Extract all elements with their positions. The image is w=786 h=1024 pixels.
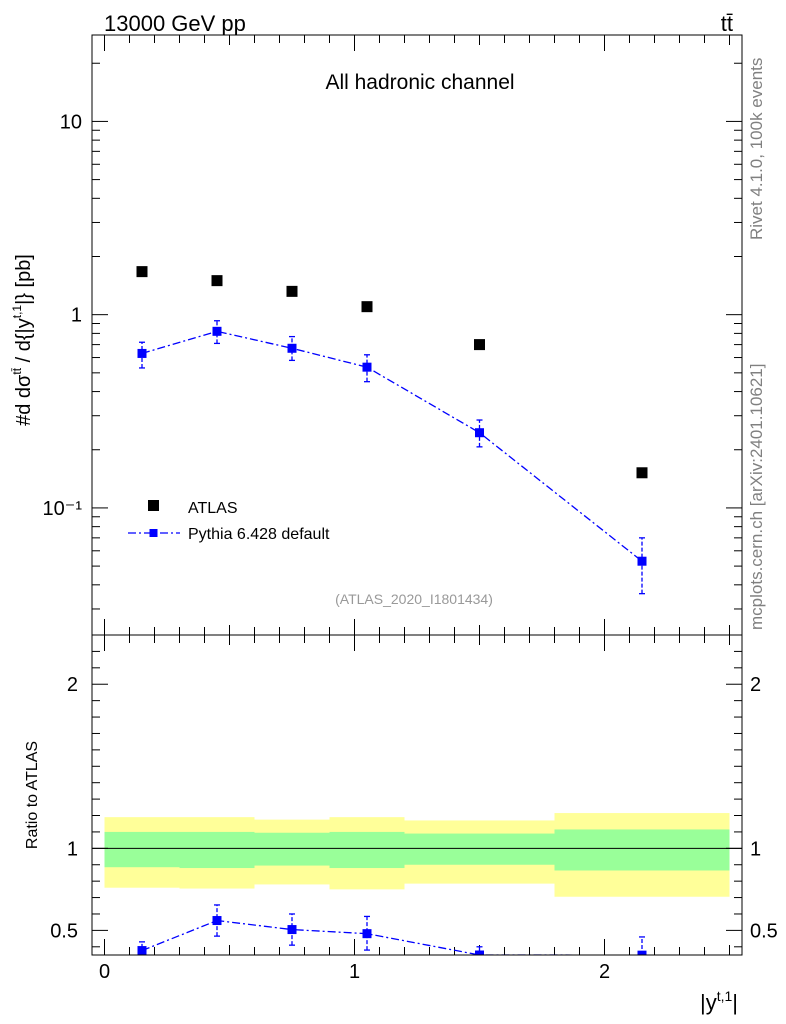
chart-title: All hadronic channel bbox=[325, 71, 514, 94]
pythia-line bbox=[141, 330, 643, 562]
ratio-pythia-point bbox=[637, 950, 647, 955]
ratio-pythia-point bbox=[212, 916, 222, 926]
main-y-axis-label: #d dσtt̄ / d{|yt,1|} [pb] bbox=[10, 254, 35, 426]
pythia-point bbox=[212, 326, 222, 336]
main-y-tick-label: 10 bbox=[60, 111, 82, 133]
uncertainty-band-inner bbox=[329, 831, 405, 869]
ratio-pythia-point bbox=[287, 925, 297, 935]
x-tick-label: 2 bbox=[599, 961, 610, 983]
x-axis-label: |yt,1| bbox=[700, 988, 738, 1015]
atlas-point bbox=[136, 266, 148, 278]
legend-pythia-label: Pythia 6.428 default bbox=[188, 526, 330, 543]
pythia-point bbox=[637, 556, 647, 566]
ratio-pythia-point bbox=[137, 946, 147, 955]
x-tick-label: 1 bbox=[349, 961, 360, 983]
atlas-point bbox=[286, 285, 298, 297]
ratio-y-tick-label-left: 1 bbox=[67, 838, 78, 860]
uncertainty-band-inner bbox=[554, 829, 730, 871]
uncertainty-band-inner bbox=[104, 831, 180, 868]
ratio-pythia-point bbox=[475, 950, 484, 955]
atlas-point bbox=[474, 339, 485, 351]
ratio-pythia-point bbox=[362, 929, 372, 939]
pythia-point bbox=[362, 362, 372, 372]
main-plot-frame bbox=[91, 34, 743, 636]
process-label: tt̄ bbox=[721, 11, 733, 36]
uncertainty-band-inner bbox=[254, 832, 330, 866]
legend-pythia-marker bbox=[149, 529, 158, 537]
ratio-y-tick-label-right: 1 bbox=[750, 838, 761, 860]
pythia-point bbox=[287, 343, 297, 353]
ratio-y-tick-label-right: 0.5 bbox=[750, 920, 778, 942]
main-y-tick-label: 1 bbox=[71, 305, 82, 327]
ratio-y-axis-label: Ratio to ATLAS bbox=[24, 741, 41, 849]
atlas-point bbox=[361, 301, 373, 313]
legend-atlas-label: ATLAS bbox=[188, 500, 238, 517]
beam-energy-label: 13000 GeV pp bbox=[104, 11, 246, 36]
source-label: mcplots.cern.ch [arXiv:2401.10621] bbox=[747, 364, 766, 630]
rivet-version-label: Rivet 4.1.0, 100k events bbox=[747, 58, 766, 240]
main-y-tick-label: 10⁻¹ bbox=[43, 498, 83, 520]
uncertainty-band-inner bbox=[404, 833, 555, 865]
analysis-tag: (ATLAS_2020_I1801434) bbox=[335, 591, 493, 607]
ratio-plot-frame bbox=[91, 634, 743, 956]
pythia-point bbox=[475, 428, 484, 438]
legend: ATLAS Pythia 6.428 default bbox=[128, 500, 330, 543]
atlas-point bbox=[636, 467, 648, 479]
main-y-axis-label-text: #d dσtt̄ / d{|yt,1|} [pb] bbox=[10, 254, 35, 426]
ratio-y-tick-label-left: 0.5 bbox=[50, 920, 78, 942]
uncertainty-band-inner bbox=[179, 831, 255, 869]
ratio-panel: 2 2 1 1 0.5 0.5 0 1 2 bbox=[50, 634, 778, 983]
ratio-pythia-line bbox=[141, 919, 643, 955]
legend-atlas-marker bbox=[148, 500, 159, 511]
ratio-series-group bbox=[137, 904, 647, 955]
ratio-y-tick-label-left: 2 bbox=[67, 674, 78, 696]
pythia-point bbox=[137, 348, 147, 358]
ratio-y-tick-label-right: 2 bbox=[750, 674, 761, 696]
atlas-point bbox=[211, 275, 223, 287]
x-tick-label: 0 bbox=[99, 961, 110, 983]
main-panel: 10 1 10⁻¹ All hadronic channel (ATLAS_2020… bbox=[43, 34, 743, 636]
